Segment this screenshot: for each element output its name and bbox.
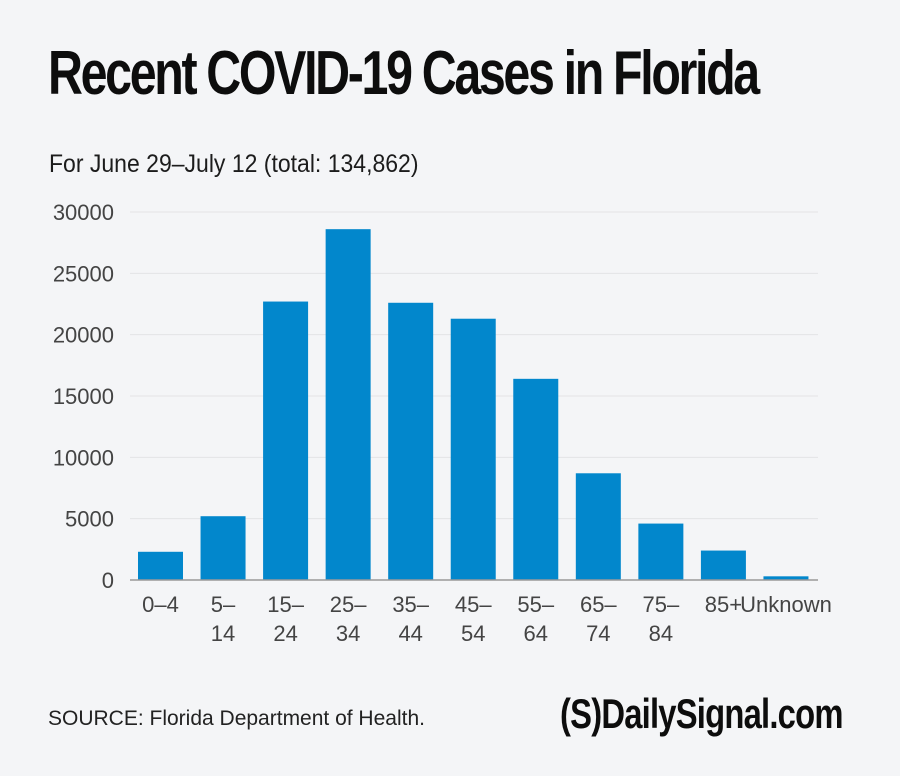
x-tick-label: 24: [273, 621, 297, 646]
y-tick-label: 15000: [53, 384, 114, 409]
x-tick-label: 75–: [643, 592, 680, 617]
bar-4: [388, 302, 434, 580]
bar-3: [325, 229, 371, 580]
x-tick-label: 55–: [517, 592, 554, 617]
bars: [138, 229, 809, 580]
bar-0: [138, 551, 183, 580]
brand-logo: (S)DailySignal.com: [560, 690, 843, 737]
x-tick-label: 15–: [267, 592, 304, 617]
x-tick-label: 14: [211, 621, 235, 646]
y-tick-label: 20000: [53, 323, 114, 348]
x-tick-label: Unknown: [740, 592, 832, 617]
x-tick-label: 54: [461, 621, 485, 646]
bar-8: [638, 523, 684, 580]
x-tick-label: 44: [398, 621, 422, 646]
bar-10: [763, 576, 809, 580]
x-tick-label: 25–: [330, 592, 367, 617]
bar-2: [263, 301, 309, 580]
x-tick-label: 65–: [580, 592, 617, 617]
x-tick-label: 0–4: [142, 592, 179, 617]
x-tick-label: 84: [649, 621, 673, 646]
x-tick-label: 5–: [211, 592, 236, 617]
y-tick-label: 5000: [65, 507, 114, 532]
y-tick-label: 10000: [53, 445, 114, 470]
y-tick-label: 0: [102, 568, 114, 593]
x-tick-label: 34: [336, 621, 360, 646]
x-axis-ticks: 0–4 5– 14 15– 24 25– 34 35– 44 45– 54 55– 64 65– 74 75–…: [142, 592, 832, 646]
x-tick-label: 74: [586, 621, 610, 646]
chart-title: Recent COVID-19 Cases in Florida: [48, 39, 760, 108]
x-tick-label: 64: [524, 621, 548, 646]
bar-9: [700, 550, 746, 580]
bar-1: [200, 516, 246, 580]
bar-chart: 0 5000 10000 15000 20000 25000 30000 0–4 5– 14 15…: [53, 200, 832, 646]
chart-subtitle: For June 29–July 12 (total: 134,862): [49, 150, 419, 178]
bar-6: [513, 378, 559, 580]
x-tick-label: 35–: [392, 592, 429, 617]
x-tick-label: 45–: [455, 592, 492, 617]
y-axis-ticks: 0 5000 10000 15000 20000 25000 30000: [53, 200, 114, 593]
y-tick-label: 30000: [53, 200, 114, 225]
bar-5: [450, 318, 496, 580]
bar-7: [575, 473, 621, 580]
x-tick-label: 85+: [705, 592, 742, 617]
source-note: SOURCE: Florida Department of Health.: [48, 707, 425, 730]
y-tick-label: 25000: [53, 261, 114, 286]
